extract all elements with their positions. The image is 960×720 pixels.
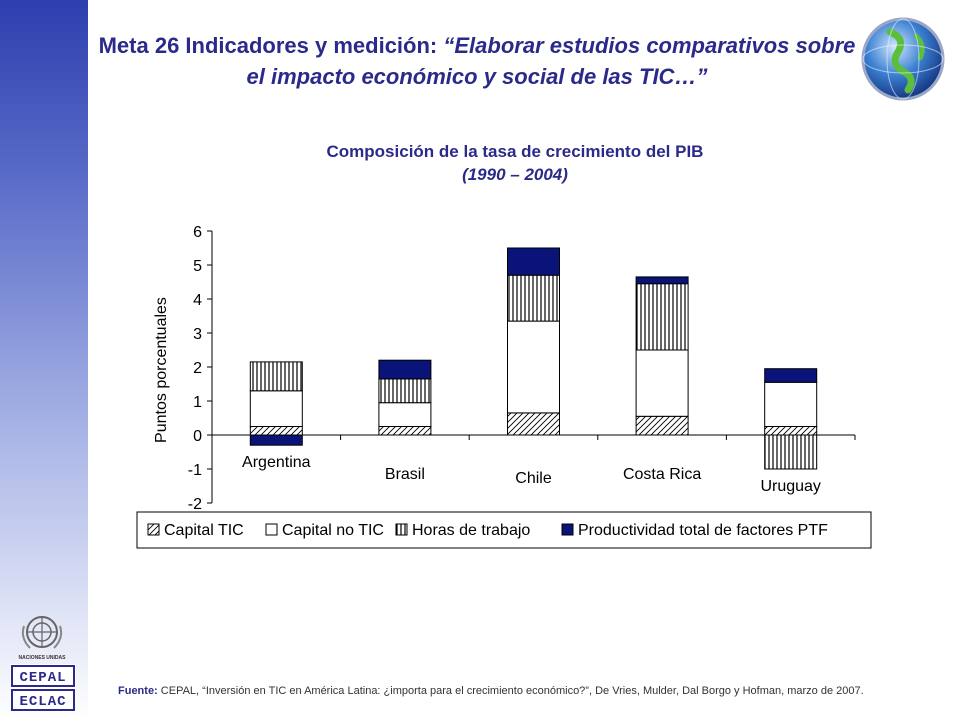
bar-segment-vertical: [507, 274, 560, 322]
y-tick-label: 4: [193, 292, 202, 309]
bar-segment-diagonal: [635, 415, 689, 436]
slide-title: Meta 26 Indicadores y medición: “Elabora…: [92, 30, 862, 92]
bar-segment-solid: [507, 247, 560, 276]
y-tick-label: 6: [193, 224, 202, 241]
un-logo-text: NACIONES UNIDAS: [19, 655, 67, 661]
y-tick-label: 1: [193, 394, 202, 411]
un-emblem-icon: NACIONES UNIDAS: [19, 616, 67, 661]
bar-segment-vertical: [249, 361, 303, 392]
legend-swatch: [395, 523, 408, 536]
legend-label: Productividad total de factores PTF: [578, 522, 828, 539]
source-text: CEPAL, “Inversión en TIC en América Lati…: [157, 685, 864, 697]
bar-segment-solid: [249, 434, 303, 446]
x-category-label: Costa Rica: [623, 466, 701, 483]
source-note: Fuente: CEPAL, “Inversión en TIC en Amér…: [118, 684, 938, 699]
bar-segment-white: [635, 349, 689, 417]
legend-label: Horas de trabajo: [412, 522, 530, 539]
bar-segment-solid: [378, 359, 432, 380]
bar-segment-diagonal: [249, 426, 303, 436]
bar-segment-white: [764, 381, 818, 427]
bar-segment-vertical: [378, 378, 432, 404]
legend-swatch: [265, 523, 278, 536]
slide-title-main: Meta 26 Indicadores y medición:: [98, 33, 444, 58]
bar-segment-diagonal: [378, 426, 432, 436]
legend-swatch: [561, 523, 574, 536]
y-tick-label: -2: [188, 496, 202, 513]
bar-segment-white: [249, 390, 303, 427]
cepal-logo-text: CEPAL: [19, 670, 66, 686]
bar-segment-vertical: [635, 283, 689, 351]
legend-label: Capital no TIC: [282, 522, 384, 539]
bar-segment-diagonal: [507, 412, 560, 436]
source-label: Fuente:: [118, 685, 158, 697]
y-tick-label: 2: [193, 360, 202, 377]
bar-segment-diagonal: [764, 426, 818, 436]
bar-segment-solid: [764, 368, 818, 383]
legend-label: Capital TIC: [164, 522, 244, 539]
chart-title: Composición de la tasa de crecimiento de…: [326, 142, 704, 161]
cepal-logo: CEPAL ECLAC: [10, 664, 76, 712]
bar-segment-solid: [635, 276, 689, 285]
x-category-label: Chile: [515, 470, 552, 487]
chart-subtitle: (1990 – 2004): [462, 165, 568, 184]
x-category-label: Argentina: [242, 454, 311, 471]
legend-box: [136, 511, 872, 549]
eclac-logo-text: ECLAC: [19, 694, 66, 710]
y-tick-label: 3: [193, 326, 202, 343]
side-gradient-bar: [0, 0, 88, 720]
globe-icon: [861, 17, 945, 101]
bar-segment-white: [378, 402, 432, 428]
y-tick-label: 0: [193, 428, 202, 445]
y-tick-label: 5: [193, 258, 202, 275]
y-tick-label: -1: [188, 462, 202, 479]
slide-title-quote: “Elaborar estudios comparativos sobre el…: [246, 33, 856, 89]
x-category-label: Brasil: [385, 466, 425, 483]
legend-swatch: [147, 523, 160, 536]
y-axis-label: Puntos porcentuales: [153, 297, 170, 443]
bar-segment-vertical: [764, 434, 818, 470]
bar-segment-white: [507, 320, 560, 414]
x-category-label: Uruguay: [760, 478, 820, 495]
